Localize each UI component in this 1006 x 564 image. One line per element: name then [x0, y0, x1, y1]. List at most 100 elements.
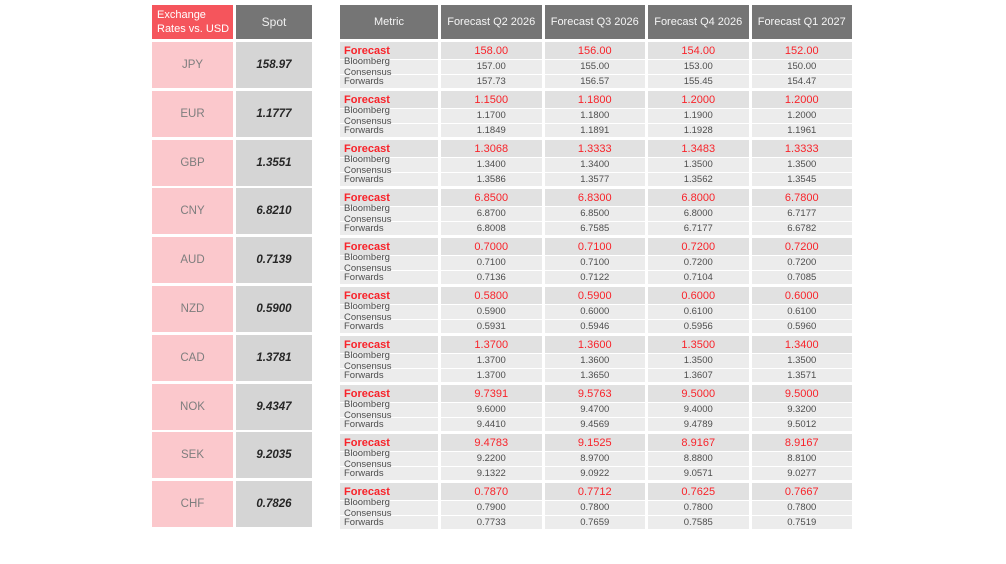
metric-row-forwards: Forwards 0.5931 0.5946 0.5956 0.5960	[340, 319, 852, 333]
metric-value: 8.8100	[751, 452, 852, 466]
spot-table-title-line2: Rates vs. USD	[157, 23, 230, 35]
metric-label: Bloomberg Consensus	[340, 154, 438, 176]
metric-value: 1.3400	[751, 336, 852, 353]
metric-value: 0.7100	[544, 238, 645, 255]
metric-value: 157.00	[441, 60, 542, 74]
metric-value: 6.8000	[648, 189, 749, 206]
metric-value: 1.3577	[544, 172, 645, 186]
metric-value: 0.7712	[544, 483, 645, 500]
metric-label: Forwards	[340, 270, 438, 284]
spot-table-row: NZD 0.5900	[152, 285, 312, 332]
metric-label: Bloomberg Consensus	[340, 301, 438, 323]
metric-value: 155.45	[648, 74, 749, 88]
metric-value: 6.6782	[751, 221, 852, 235]
spot-table-row: CHF 0.7826	[152, 481, 312, 528]
metric-label: Bloomberg Consensus	[340, 105, 438, 127]
metric-value: 150.00	[751, 60, 852, 74]
metric-value: 6.8300	[544, 189, 645, 206]
metric-row-forwards: Forwards 1.3586 1.3577 1.3562 1.3545	[340, 172, 852, 186]
metric-label: Forwards	[340, 221, 438, 235]
metric-label: Bloomberg Consensus	[340, 350, 438, 372]
metric-value: 153.00	[648, 60, 749, 74]
metric-label: Forwards	[340, 417, 438, 431]
metric-value: 0.7200	[648, 238, 749, 255]
metric-row-bloomberg-consensus: Bloomberg Consensus 1.3700 1.3600 1.3500 1.3…	[340, 350, 852, 372]
metric-value: 1.1500	[441, 91, 542, 108]
metric-value: 156.57	[544, 74, 645, 88]
metric-value: 0.6000	[648, 287, 749, 304]
metric-value: 0.7625	[648, 483, 749, 500]
spot-value: 0.7139	[236, 237, 312, 284]
metric-value: 154.00	[648, 42, 749, 59]
forecast-table-header: Metric Forecast Q2 2026 Forecast Q3 2026…	[340, 5, 852, 39]
metric-value: 9.4700	[544, 403, 645, 417]
column-header-metric: Metric	[340, 5, 438, 39]
metric-value: 9.0277	[751, 466, 852, 480]
metric-value: 0.7733	[441, 515, 542, 529]
metric-value: 8.9167	[751, 434, 852, 451]
metric-row-forwards: Forwards 157.73 156.57 155.45 154.47	[340, 74, 852, 88]
metric-value: 1.3586	[441, 172, 542, 186]
metric-row-bloomberg-consensus: Bloomberg Consensus 0.5900 0.6000 0.6100 0.6…	[340, 301, 852, 323]
metric-row-bloomberg-consensus: Bloomberg Consensus 0.7100 0.7100 0.7200 0.7…	[340, 252, 852, 274]
metric-value: 0.7519	[751, 515, 852, 529]
metric-value: 9.4000	[648, 403, 749, 417]
metric-value: 1.1928	[648, 123, 749, 137]
metric-value: 8.8800	[648, 452, 749, 466]
metric-row-forecast: Forecast 0.7000 0.7100 0.7200 0.7200	[340, 238, 852, 255]
metric-value: 0.7900	[441, 501, 542, 515]
spot-rates-table: Exchange Rates vs. USD Spot JPY 158.97 EUR…	[152, 5, 312, 528]
metric-value: 1.1849	[441, 123, 542, 137]
metric-label: Forwards	[340, 319, 438, 333]
column-header-forecast-q4-2026: Forecast Q4 2026	[648, 5, 749, 39]
forecast-block-jpy: Forecast 158.00 156.00 154.00 152.00 Bloomber…	[340, 42, 852, 88]
spot-value: 1.3551	[236, 139, 312, 186]
metric-value: 0.7870	[441, 483, 542, 500]
forecast-block-chf: Forecast 0.7870 0.7712 0.7625 0.7667 Bloomber…	[340, 483, 852, 529]
metric-value: 1.2000	[751, 109, 852, 123]
metric-value: 9.4410	[441, 417, 542, 431]
column-header-forecast-q1-2027: Forecast Q1 2027	[751, 5, 852, 39]
metric-value: 0.5946	[544, 319, 645, 333]
spot-value: 0.7826	[236, 481, 312, 528]
spot-table-row: SEK 9.2035	[152, 432, 312, 479]
spot-table-title: Exchange Rates vs. USD	[152, 5, 233, 39]
metric-value: 0.7122	[544, 270, 645, 284]
metric-row-forecast: Forecast 9.7391 9.5763 9.5000 9.5000	[340, 385, 852, 402]
forecast-block-eur: Forecast 1.1500 1.1800 1.2000 1.2000 Bloomber…	[340, 91, 852, 137]
metric-value: 1.2000	[648, 91, 749, 108]
metric-label: Forwards	[340, 123, 438, 137]
metric-value: 6.7585	[544, 221, 645, 235]
metric-value: 0.6100	[751, 305, 852, 319]
forecast-table: Metric Forecast Q2 2026 Forecast Q3 2026…	[340, 5, 852, 529]
metric-row-forecast: Forecast 1.3700 1.3600 1.3500 1.3400	[340, 336, 852, 353]
metric-row-forecast: Forecast 1.1500 1.1800 1.2000 1.2000	[340, 91, 852, 108]
spot-table-row: EUR 1.1777	[152, 90, 312, 137]
metric-value: 6.7177	[648, 221, 749, 235]
metric-value: 1.3500	[648, 158, 749, 172]
metric-value: 0.6000	[751, 287, 852, 304]
currency-label: CNY	[152, 188, 233, 235]
metric-value: 0.5956	[648, 319, 749, 333]
metric-value: 1.3483	[648, 140, 749, 157]
metric-value: 1.3500	[751, 354, 852, 368]
metric-row-forwards: Forwards 9.4410 9.4569 9.4789 9.5012	[340, 417, 852, 431]
metric-value: 154.47	[751, 74, 852, 88]
metric-value: 9.4783	[441, 434, 542, 451]
metric-value: 1.3700	[441, 336, 542, 353]
metric-value: 1.3500	[648, 354, 749, 368]
metric-value: 1.1900	[648, 109, 749, 123]
metric-value: 6.7177	[751, 207, 852, 221]
metric-value: 6.8700	[441, 207, 542, 221]
metric-row-forwards: Forwards 1.3700 1.3650 1.3607 1.3571	[340, 368, 852, 382]
metric-row-bloomberg-consensus: Bloomberg Consensus 0.7900 0.7800 0.7800 0.7…	[340, 497, 852, 519]
metric-value: 1.3600	[544, 336, 645, 353]
metric-label: Forwards	[340, 515, 438, 529]
currency-label: JPY	[152, 42, 233, 88]
metric-row-forecast: Forecast 6.8500 6.8300 6.8000 6.7800	[340, 189, 852, 206]
metric-row-bloomberg-consensus: Bloomberg Consensus 9.6000 9.4700 9.4000 9.3…	[340, 399, 852, 421]
spot-value: 9.4347	[236, 383, 312, 430]
metric-row-forwards: Forwards 9.1322 9.0922 9.0571 9.0277	[340, 466, 852, 480]
metric-value: 6.8000	[648, 207, 749, 221]
